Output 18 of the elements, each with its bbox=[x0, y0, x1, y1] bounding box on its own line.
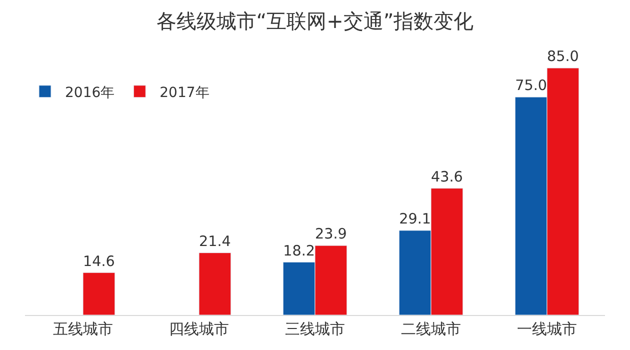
data-label: 23.9 bbox=[315, 226, 347, 243]
x-tick-label: 四线城市 bbox=[169, 320, 229, 338]
x-tick-label: 一线城市 bbox=[517, 320, 577, 338]
bar bbox=[198, 252, 232, 315]
chart-title: 各线级城市“互联网+交通”指数变化 bbox=[156, 9, 474, 33]
data-label: 14.6 bbox=[83, 254, 115, 270]
bar bbox=[82, 272, 116, 315]
data-label: 75.0 bbox=[515, 78, 547, 94]
legend-label: 2016年 bbox=[65, 84, 115, 101]
data-label: 18.2 bbox=[283, 243, 315, 260]
legend-label: 2017年 bbox=[160, 84, 210, 101]
x-tick-label: 三线城市 bbox=[285, 320, 345, 338]
data-label: 29.1 bbox=[399, 212, 431, 228]
x-tick-label: 二线城市 bbox=[401, 320, 461, 338]
data-label: 21.4 bbox=[199, 234, 231, 250]
data-label: 85.0 bbox=[547, 49, 579, 66]
data-label: 43.6 bbox=[431, 169, 463, 186]
x-tick-label: 五线城市 bbox=[53, 320, 113, 338]
